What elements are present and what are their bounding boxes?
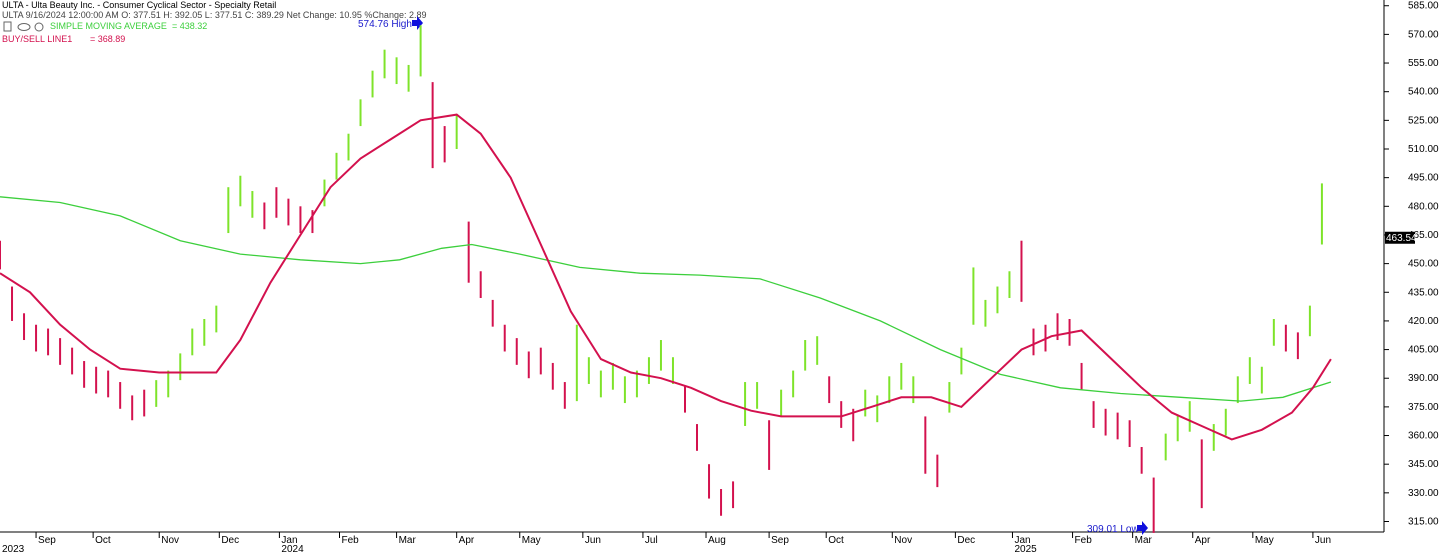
y-tick-label: 345.00 [1408,459,1439,470]
x-tick-label: Dec [221,535,239,546]
x-tick-label: Mar [1135,535,1153,546]
annotation-arrow [412,16,423,30]
settings-icon[interactable] [34,22,44,32]
x-tick-label: Sep [771,535,789,546]
line-series [0,113,1332,441]
year-label: 2024 [281,544,304,553]
y-tick-label: 405.00 [1408,345,1439,356]
y-tick-label: 495.00 [1408,173,1439,184]
y-tick-label: 525.00 [1408,115,1439,126]
y-tick-label: 465.00 [1408,230,1439,241]
y-tick-label: 390.00 [1408,373,1439,384]
line-series [0,196,1332,402]
x-tick-label: Oct [95,535,111,546]
x-tick-label: Sep [38,535,56,546]
y-tick-label: 435.00 [1408,287,1439,298]
y-tick-label: 540.00 [1408,87,1439,98]
y-tick-label: 570.00 [1408,29,1439,40]
y-tick-label: 450.00 [1408,259,1439,270]
legend-value: = 368.89 [90,34,125,44]
x-tick-label: Jan [1014,535,1030,546]
x-tick-label: Oct [828,535,844,546]
legend-label: BUY/SELL LINE1 [2,34,72,44]
chart-title: ULTA - Ulta Beauty Inc. - Consumer Cycli… [2,0,276,10]
annotation: 574.76 High [358,19,412,30]
y-tick-label: 555.00 [1408,58,1439,69]
last-price-label: 463.54 [1386,233,1417,244]
x-tick-label: Feb [341,535,359,546]
annotation: 309.01 Low [1087,524,1139,535]
x-tick-label: Apr [459,535,475,546]
year-label: 2023 [2,544,25,553]
last-price-box [1385,231,1415,244]
x-tick-label: Apr [1195,535,1211,546]
x-tick-label: Nov [161,535,179,546]
x-tick-label: Jun [1315,535,1331,546]
year-label: 2025 [1014,544,1037,553]
x-tick-label: Mar [399,535,417,546]
trash-icon[interactable] [3,21,12,32]
toolbar-icons [3,21,44,32]
x-tick-label: Jan [281,535,297,546]
y-tick-label: 360.00 [1408,431,1439,442]
x-tick-label: Jul [645,535,658,546]
y-tick-label: 330.00 [1408,488,1439,499]
legend-value: = 438.32 [172,21,207,31]
y-tick-label: 375.00 [1408,402,1439,413]
y-tick-label: 585.00 [1408,1,1439,12]
x-tick-label: May [522,535,541,546]
chart-subtitle: ULTA 9/16/2024 12:00:00 AM O: 377.51 H: … [2,10,426,20]
y-tick-label: 315.00 [1408,516,1439,527]
x-tick-label: Aug [708,535,726,546]
x-tick-label: Jun [585,535,601,546]
x-tick-label: May [1255,535,1274,546]
y-tick-label: 510.00 [1408,144,1439,155]
annotation-arrow [1137,521,1148,535]
x-tick-label: Nov [894,535,912,546]
x-tick-label: Dec [957,535,975,546]
x-tick-label: Feb [1075,535,1093,546]
y-tick-label: 420.00 [1408,316,1439,327]
eye-icon[interactable] [17,23,31,31]
y-tick-label: 480.00 [1408,201,1439,212]
legend-label: SIMPLE MOVING AVERAGE [50,21,167,31]
